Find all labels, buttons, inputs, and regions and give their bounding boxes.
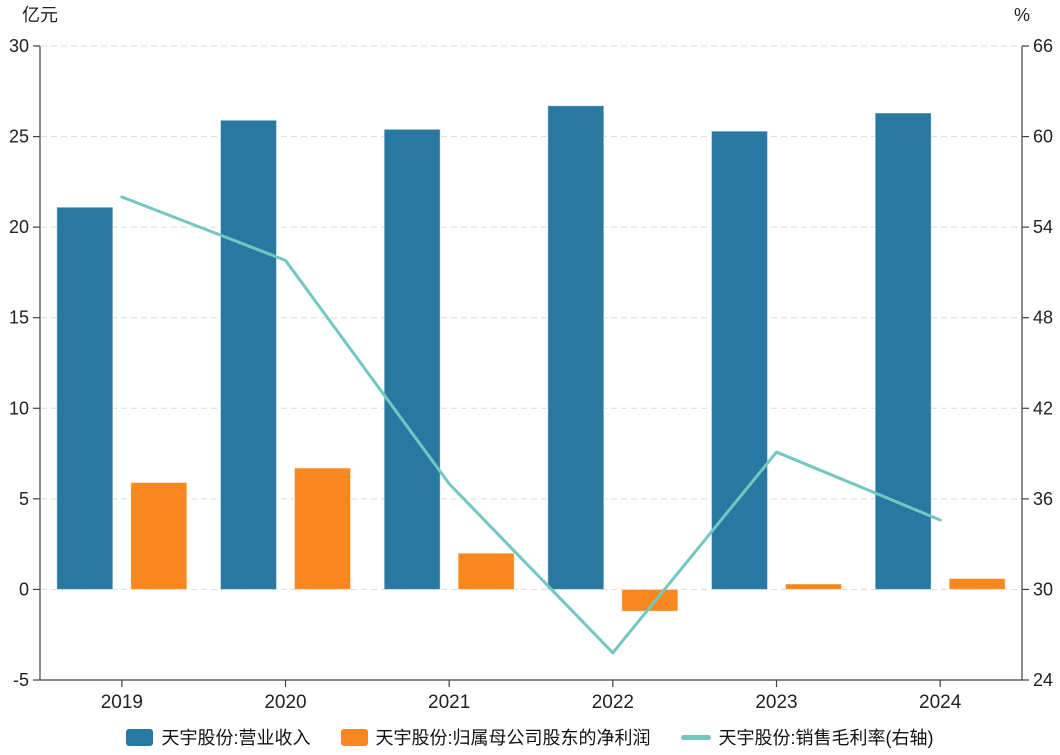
revenue-bar bbox=[383, 128, 441, 590]
x-axis-tick-label: 2020 bbox=[264, 692, 306, 713]
revenue-legend-label: 天宇股份:营业收入 bbox=[161, 728, 311, 748]
left-axis-tick-label: -5 bbox=[13, 670, 29, 690]
right-axis-tick-label: 54 bbox=[1033, 217, 1053, 237]
net-profit-bar bbox=[621, 588, 679, 612]
right-axis-tick-label: 36 bbox=[1033, 489, 1053, 509]
right-axis-title: % bbox=[1013, 5, 1030, 25]
gross-margin-legend-swatch bbox=[680, 734, 711, 740]
gross-margin-legend-label: 天宇股份:销售毛利率(右轴) bbox=[718, 728, 934, 748]
legend-item-net-profit[interactable]: 天宇股份:归属母公司股东的净利润 bbox=[340, 724, 651, 750]
revenue-bar bbox=[711, 130, 768, 590]
left-axis-title: 亿元 bbox=[22, 5, 58, 25]
x-axis-tick-label: 2023 bbox=[755, 692, 797, 713]
net-profit-legend-swatch bbox=[340, 728, 368, 746]
net-profit-bar bbox=[457, 552, 515, 590]
revenue-bar bbox=[547, 105, 605, 590]
net-profit-bar bbox=[130, 482, 188, 590]
revenue-bar bbox=[56, 206, 114, 590]
left-axis-tick-label: 30 bbox=[9, 36, 29, 56]
right-axis-tick-label: 24 bbox=[1033, 670, 1053, 690]
revenue-bar bbox=[874, 112, 932, 590]
x-axis-tick-label: 2022 bbox=[592, 692, 634, 713]
right-axis-tick-label: 48 bbox=[1033, 308, 1053, 328]
net-profit-bar bbox=[294, 467, 351, 590]
right-axis-tick-label: 42 bbox=[1033, 398, 1053, 418]
net-profit-legend-label: 天宇股份:归属母公司股东的净利润 bbox=[375, 728, 651, 748]
revenue-bar bbox=[220, 119, 277, 590]
right-axis-tick-label: 60 bbox=[1033, 127, 1053, 147]
x-axis-tick-label: 2021 bbox=[428, 692, 470, 713]
x-axis-tick-label: 2019 bbox=[101, 692, 143, 713]
revenue-legend-swatch bbox=[126, 728, 154, 746]
right-axis-tick-label: 30 bbox=[1033, 579, 1053, 599]
left-axis-tick-label: 15 bbox=[9, 308, 29, 328]
left-axis-tick-label: 10 bbox=[9, 398, 29, 418]
net-profit-bar bbox=[948, 578, 1006, 590]
gross-margin-line bbox=[120, 195, 942, 655]
left-axis-tick-label: 25 bbox=[9, 127, 29, 147]
legend: 天宇股份:营业收入 天宇股份:归属母公司股东的净利润 天宇股份:销售毛利率(右轴… bbox=[0, 723, 1060, 751]
left-axis-tick-label: 5 bbox=[19, 489, 29, 509]
legend-item-gross-margin[interactable]: 天宇股份:销售毛利率(右轴) bbox=[680, 724, 934, 750]
right-axis-tick-label: 66 bbox=[1033, 36, 1053, 56]
x-axis-tick-label: 2024 bbox=[919, 692, 962, 713]
left-axis-tick-label: 0 bbox=[19, 579, 29, 599]
net-profit-bar bbox=[785, 583, 842, 590]
left-axis-tick-label: 20 bbox=[9, 217, 29, 237]
legend-item-revenue[interactable]: 天宇股份:营业收入 bbox=[126, 724, 311, 750]
